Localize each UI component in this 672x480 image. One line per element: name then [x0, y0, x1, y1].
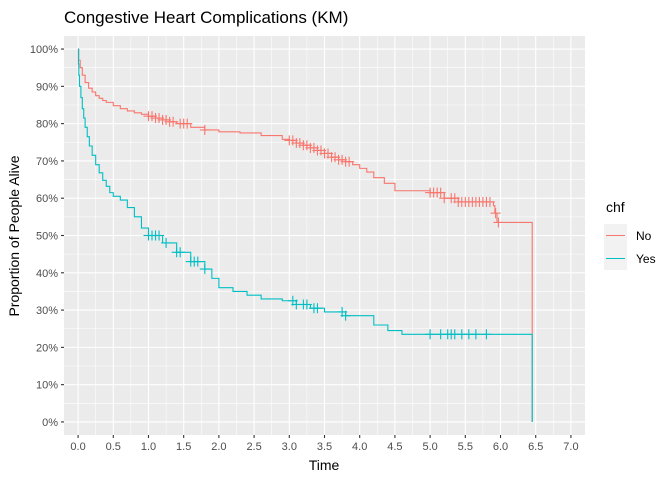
- censor-mark: [484, 196, 495, 207]
- legend: chf No Yes: [604, 199, 656, 270]
- legend-entry-yes: Yes: [604, 247, 656, 270]
- censor-mark: [340, 310, 351, 321]
- y-tick-label: 100%: [30, 44, 58, 56]
- series-no: [78, 48, 533, 422]
- censor-mark: [490, 208, 501, 219]
- x-tick-label: 5.5: [458, 441, 473, 453]
- y-tick-label: 50%: [36, 231, 58, 243]
- censor-mark: [435, 187, 446, 198]
- censor-mark: [199, 124, 210, 135]
- x-tick-label: 0.5: [106, 441, 121, 453]
- x-tick-label: 2.5: [246, 441, 261, 453]
- legend-title: chf: [606, 199, 625, 215]
- censor-mark: [175, 247, 186, 258]
- censor-mark: [161, 237, 172, 248]
- censor-mark: [182, 118, 193, 129]
- censor-mark: [168, 116, 179, 127]
- y-tick-label: 90%: [36, 81, 58, 93]
- censor-mark: [192, 256, 203, 267]
- series-yes: [77, 48, 533, 422]
- legend-label: Yes: [636, 252, 656, 266]
- censor-mark: [199, 264, 210, 275]
- censor-mark: [493, 217, 504, 228]
- x-tick-label: 1.5: [176, 441, 191, 453]
- x-tick-label: 3.0: [282, 441, 297, 453]
- x-tick-label: 6.0: [493, 441, 508, 453]
- grid: [64, 36, 585, 435]
- x-tick-label: 4.0: [352, 441, 367, 453]
- y-tick-label: 0%: [42, 417, 58, 429]
- chart-title: Congestive Heart Complications (KM): [64, 8, 348, 27]
- x-axis: 0.0 0.5 1.0 1.5 2.0 2.5 3.0 3.5 4.0 4.5 5.0 5.5 6.0 6…: [70, 435, 579, 453]
- x-tick-label: 4.5: [387, 441, 402, 453]
- y-tick-label: 60%: [36, 193, 58, 205]
- x-axis-title: Time: [309, 457, 340, 473]
- y-axis-title: Proportion of People Alive: [6, 155, 22, 316]
- y-tick-label: 70%: [36, 156, 58, 168]
- censor-mark: [481, 329, 492, 340]
- censor-mark: [425, 329, 436, 340]
- legend-entry-no: No: [604, 224, 652, 247]
- censor-mark: [154, 230, 165, 241]
- x-tick-label: 5.0: [422, 441, 437, 453]
- x-tick-label: 0.0: [70, 441, 85, 453]
- km-curve-no: [78, 48, 533, 422]
- y-axis: 0% 10% 20% 30% 40% 50% 60% 70% 80% 90% 100%: [30, 44, 64, 429]
- y-tick-label: 40%: [36, 268, 58, 280]
- censor-mark: [301, 299, 312, 310]
- legend-label: No: [636, 229, 652, 243]
- x-tick-label: 3.5: [317, 441, 332, 453]
- x-tick-label: 7.0: [563, 441, 578, 453]
- censor-mark: [470, 329, 481, 340]
- x-tick-label: 6.5: [528, 441, 543, 453]
- series-layer: [77, 48, 533, 422]
- y-tick-label: 80%: [36, 119, 58, 131]
- y-tick-label: 30%: [36, 305, 58, 317]
- x-tick-label: 2.0: [211, 441, 226, 453]
- censor-mark: [312, 303, 323, 314]
- x-tick-label: 1.0: [141, 441, 156, 453]
- y-tick-label: 10%: [36, 380, 58, 392]
- y-tick-label: 20%: [36, 342, 58, 354]
- censor-mark: [344, 156, 355, 167]
